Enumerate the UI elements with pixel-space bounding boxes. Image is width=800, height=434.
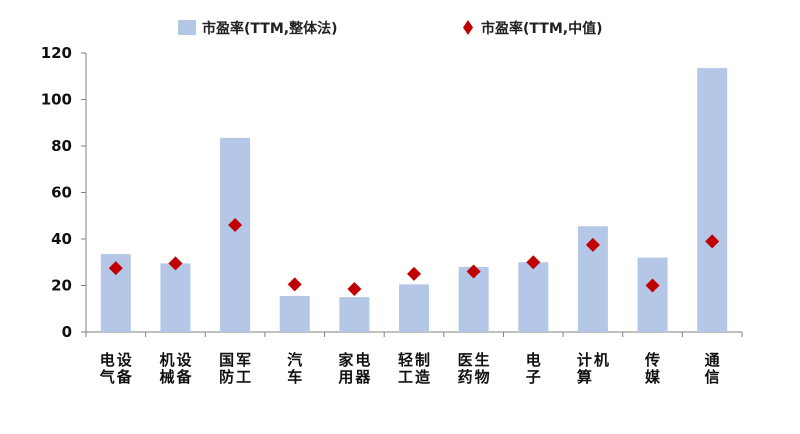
marker xyxy=(108,261,123,276)
y-tick-label: 60 xyxy=(51,184,72,202)
x-tick-label: 电 xyxy=(526,351,541,369)
x-tick-label: 信 xyxy=(705,368,720,386)
bar xyxy=(279,295,310,332)
marker xyxy=(347,281,362,296)
x-tick-label: 设 xyxy=(117,351,132,369)
x-tick-label: 防 xyxy=(219,368,234,386)
marker xyxy=(407,266,421,281)
bar xyxy=(697,68,728,333)
x-tick-label: 电 xyxy=(355,351,370,369)
legend-label-bar: 市盈率(TTM,整体法) xyxy=(202,20,337,37)
x-tick-label: 媒 xyxy=(645,368,661,386)
x-tick-label: 造 xyxy=(415,368,430,386)
x-tick-label: 计 xyxy=(577,351,592,369)
x-tick-label: 工 xyxy=(398,368,413,386)
marker xyxy=(466,264,481,279)
x-tick-label: 生 xyxy=(475,351,490,369)
marker xyxy=(585,237,600,252)
x-tick-label: 通 xyxy=(705,351,720,369)
x-tick-label: 械 xyxy=(159,368,174,386)
x-tick-label: 设 xyxy=(176,351,191,369)
x-tick-label: 制 xyxy=(415,351,430,369)
x-tick-label: 气 xyxy=(99,368,115,386)
legend-swatch-bar xyxy=(178,20,196,35)
marker xyxy=(228,218,243,233)
x-tick-label: 算 xyxy=(577,368,592,386)
x-tick-label: 机 xyxy=(594,351,609,369)
marker xyxy=(645,278,660,293)
x-tick-label: 药 xyxy=(458,368,473,386)
x-tick-label: 家 xyxy=(338,351,353,369)
y-tick-label: 80 xyxy=(51,137,72,155)
marker xyxy=(526,255,541,270)
marker xyxy=(705,234,720,249)
marker-series xyxy=(108,218,720,296)
marker xyxy=(168,256,183,271)
x-tick-label: 轻 xyxy=(398,351,413,369)
x-tick-label: 物 xyxy=(475,368,490,386)
y-tick-label: 120 xyxy=(41,44,72,62)
x-tick-label: 传 xyxy=(644,351,660,369)
legend-label-marker: 市盈率(TTM,中值) xyxy=(481,20,602,37)
y-ticks: 0 20 40 60 80 100 120 xyxy=(41,44,743,341)
y-tick-label: 40 xyxy=(51,230,72,248)
marker xyxy=(287,277,302,292)
legend-swatch-marker xyxy=(463,20,473,35)
x-tick-label: 国 xyxy=(219,351,234,369)
bar-series xyxy=(100,68,728,333)
bar xyxy=(220,137,251,332)
bar xyxy=(637,257,668,332)
x-tick-label: 军 xyxy=(236,351,251,369)
x-tick-label: 电 xyxy=(100,351,115,369)
x-tick-label: 用 xyxy=(338,368,353,386)
x-tick-label: 器 xyxy=(354,368,371,386)
x-tick-label: 备 xyxy=(116,368,133,386)
legend: 市盈率(TTM,整体法) 市盈率(TTM,中值) xyxy=(178,20,602,37)
y-tick-label: 0 xyxy=(62,323,72,341)
x-tick-label: 医 xyxy=(458,351,473,369)
bar xyxy=(339,297,370,332)
x-tick-label: 机 xyxy=(159,351,174,369)
x-tick-label: 子 xyxy=(526,368,541,386)
x-tick-label: 汽 xyxy=(287,351,302,369)
y-tick-label: 20 xyxy=(51,277,72,295)
x-tick-label: 备 xyxy=(175,368,192,386)
x-tick-label: 车 xyxy=(287,368,302,386)
y-tick-label: 100 xyxy=(41,91,72,109)
x-tick-label: 工 xyxy=(236,368,251,386)
bar xyxy=(160,263,191,332)
bar xyxy=(518,262,549,332)
bar xyxy=(399,284,429,332)
